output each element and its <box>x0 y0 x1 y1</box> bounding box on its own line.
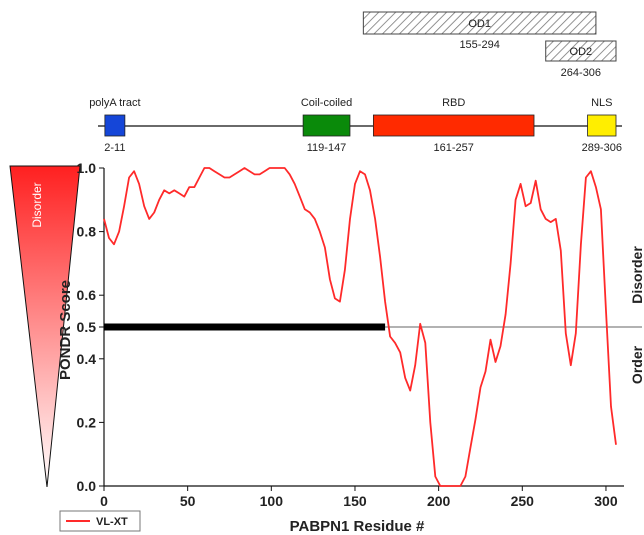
x-tick-label: 300 <box>594 493 618 509</box>
domain-box-rbd <box>372 114 535 137</box>
side-label-disorder: Disorder <box>629 246 644 304</box>
x-tick-label: 0 <box>100 493 108 509</box>
y-tick-label: 0.6 <box>77 287 97 303</box>
x-tick-label: 250 <box>511 493 535 509</box>
od-bar-od1 <box>362 11 597 35</box>
y-tick-label: 0.0 <box>77 478 97 494</box>
domain-label-rbd: RBD <box>442 97 465 109</box>
domain-label-nls: NLS <box>591 97 612 109</box>
x-tick-label: 50 <box>180 493 196 509</box>
domain-box-polya-tract <box>104 114 126 137</box>
legend-box <box>59 510 141 532</box>
series-line-vl-xt <box>103 167 617 487</box>
x-tick-label: 200 <box>427 493 451 509</box>
od-bar-od2 <box>545 40 617 62</box>
domain-label-coil-coiled: Coil-coiled <box>301 97 352 109</box>
od-label-od1: OD1 <box>468 18 491 30</box>
od-range-od2: 264-306 <box>561 67 601 79</box>
domain-box-coil-coiled <box>302 114 351 137</box>
triangle-label: Disorder <box>30 182 44 227</box>
domain-box-nls <box>587 114 617 137</box>
y-axis-title: PONDR Score <box>57 280 74 380</box>
domain-track: polyA tract 2-11 Coil-coiled 119-147 RBD 161-… <box>89 97 622 154</box>
y-tick-label: 0.8 <box>77 224 97 240</box>
domain-range-coil-coiled: 119-147 <box>307 142 347 154</box>
oligomerization-domains: OD1 155-294 OD2 264-306 <box>362 11 617 79</box>
domain-range-rbd: 161-257 <box>434 142 474 154</box>
domain-label-polya-tract: polyA tract <box>89 97 140 109</box>
y-tick-label: 1.0 <box>77 160 97 176</box>
x-axis-title: PABPN1 Residue # <box>290 518 425 535</box>
y-tick-label: 0.4 <box>77 351 97 367</box>
y-tick-label: 0.2 <box>77 414 97 430</box>
legend-label-vl-xt: VL-XT <box>96 516 128 528</box>
y-tick-label: 0.5 <box>77 319 97 335</box>
domain-range-nls: 289-306 <box>582 142 622 154</box>
x-tick-label: 150 <box>343 493 367 509</box>
od-label-od2: OD2 <box>570 46 593 58</box>
plot-area: 0.0 0.2 0.4 0.5 0.6 0.8 1.0 0 50 100 150 200 250 300 <box>77 160 642 509</box>
disorder-gradient-triangle <box>9 165 81 488</box>
x-tick-label: 100 <box>260 493 284 509</box>
domain-range-polya-tract: 2-11 <box>104 142 125 154</box>
side-label-order: Order <box>629 345 644 384</box>
od-range-od1: 155-294 <box>459 39 499 51</box>
legend: VL-XT <box>59 510 141 532</box>
